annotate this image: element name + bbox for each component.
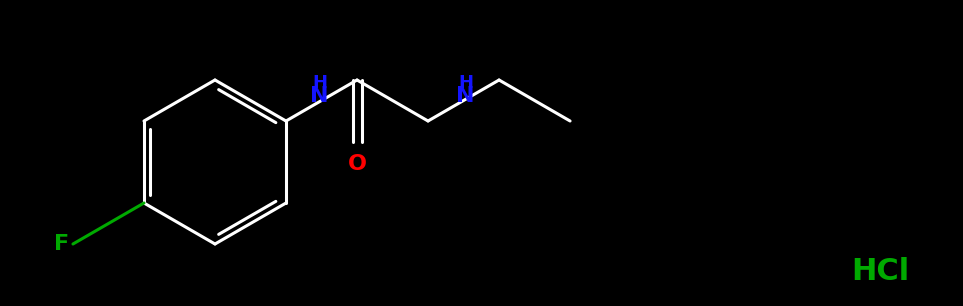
Text: H: H: [458, 73, 473, 91]
Text: N: N: [310, 85, 328, 106]
Text: F: F: [54, 234, 69, 254]
Text: N: N: [456, 85, 475, 106]
Text: HCl: HCl: [851, 258, 909, 286]
Text: H: H: [312, 73, 327, 91]
Text: O: O: [348, 154, 367, 174]
